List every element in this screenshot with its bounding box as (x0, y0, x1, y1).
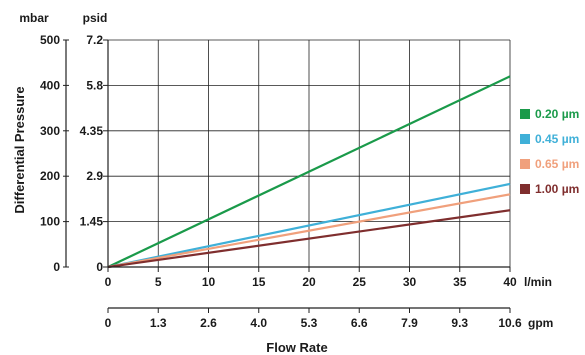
x-primary-tick-label: 40 (503, 275, 517, 289)
y-primary-tick-label: 0 (53, 260, 60, 274)
y-secondary-tick-label: 0 (96, 260, 103, 274)
y-primary-tick-label: 400 (40, 78, 60, 92)
x-secondary-tick-label: 7.9 (401, 316, 418, 330)
legend-label: 1.00 µm (535, 182, 579, 196)
x-primary-tick-label: 20 (302, 275, 316, 289)
series-lines (107, 75, 511, 269)
x-secondary-tick-label: 4.0 (250, 316, 267, 330)
x-secondary-tick-label: 6.6 (351, 316, 368, 330)
legend-label: 0.20 µm (535, 107, 579, 121)
y-axis-title: Differential Pressure (12, 86, 27, 213)
series-line-0-20-m (107, 75, 511, 268)
legend-label: 0.45 µm (535, 132, 579, 146)
legend-swatch (520, 134, 530, 144)
y-primary-tick-label: 200 (40, 169, 60, 183)
series-line-1-00-m (107, 209, 511, 269)
y-primary-tick-label: 100 (40, 215, 60, 229)
x-axis-title: Flow Rate (266, 340, 327, 355)
y-secondary-tick-label: 4.35 (80, 124, 104, 138)
series-line-0-65-m (107, 193, 511, 269)
x-primary-tick-label: 25 (353, 275, 367, 289)
x-primary-tick-label: 35 (453, 275, 467, 289)
legend-swatch (520, 109, 530, 119)
y-secondary-tick-label: 2.9 (86, 169, 103, 183)
series-line-0-45-m (107, 182, 511, 269)
legend-label: 0.65 µm (535, 157, 579, 171)
x-secondary-tick-label: 10.6 (498, 316, 522, 330)
grid (108, 39, 511, 267)
y-secondary-tick-label: 7.2 (86, 33, 103, 47)
y-secondary-unit: psid (83, 11, 108, 25)
x-primary-tick-label: 0 (105, 275, 112, 289)
x-secondary-unit: gpm (528, 316, 553, 330)
x-secondary-tick-label: 2.6 (200, 316, 217, 330)
x-primary-tick-label: 5 (155, 275, 162, 289)
y-primary-tick-label: 500 (40, 33, 60, 47)
legend-swatch (520, 159, 530, 169)
x-secondary-tick-label: 1.3 (150, 316, 167, 330)
y-secondary-tick-label: 1.45 (80, 215, 104, 229)
y-primary-unit: mbar (19, 11, 49, 25)
x-primary-tick-label: 30 (403, 275, 417, 289)
x-secondary-tick-label: 0 (105, 316, 112, 330)
y-secondary-tick-label: 5.8 (86, 78, 103, 92)
y-primary-tick-label: 300 (40, 124, 60, 138)
x-primary-tick-label: 15 (252, 275, 266, 289)
x-primary-unit: l/min (524, 275, 552, 289)
legend: 0.20 µm 0.45 µm 0.65 µm 1.00 µm (520, 107, 579, 196)
x-secondary-tick-label: 9.3 (451, 316, 468, 330)
x-secondary-tick-label: 5.3 (301, 316, 318, 330)
legend-swatch (520, 184, 530, 194)
x-primary-tick-label: 10 (202, 275, 216, 289)
